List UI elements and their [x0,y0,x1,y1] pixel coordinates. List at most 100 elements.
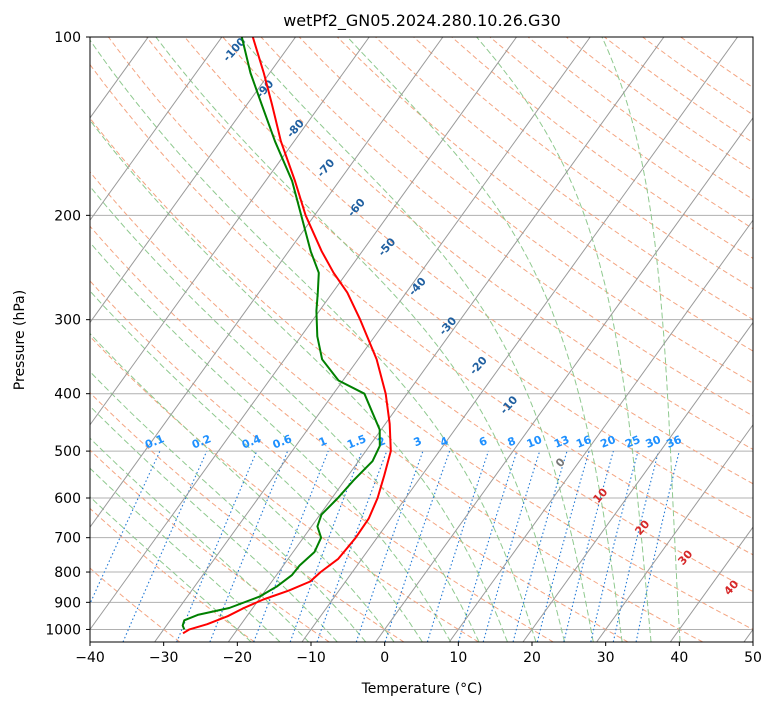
x-axis-ticks: −40 −30 −20 −10 0 10 20 30 40 50 [75,642,762,666]
x-tick-label: 50 [744,650,762,666]
isotherm-gridlines [90,37,753,642]
reference-line-labels: 0.1 0.2 0.4 0.6 1 1.5 2 3 4 6 8 10 13 16 20 25 30 36-100-… [143,37,741,598]
mixing-ratio-label: 2 [375,434,387,449]
mixing-ratio-line [384,450,451,642]
dry-adiabat-label: -80 [284,117,307,141]
y-tick-label: 800 [54,565,81,581]
dry-adiabat [527,37,753,201]
mixing-ratio-line [612,450,660,642]
moist-adiabats [90,37,681,642]
x-tick-label: 30 [597,650,615,666]
isotherm [90,37,223,222]
moist-adiabat [90,437,310,642]
moist-adiabat-label: 0 [553,455,568,470]
isotherm [90,37,517,631]
isotherm [375,117,753,642]
moist-adiabat [240,37,594,642]
isotherm [301,37,738,642]
mixing-ratio-label: 36 [664,433,683,451]
dry-adiabat [413,37,753,290]
y-tick-label: 300 [54,313,81,329]
dry-adiabat [260,37,753,417]
dry-adiabat [565,37,753,172]
mixing-ratio-label: 25 [623,433,642,451]
mixing-ratio-label: 0.1 [143,432,166,451]
y-axis-ticks: 100 200 300 400 500 600 700 800 900 1000 [45,30,90,638]
isotherm [596,423,753,642]
dry-adiabat [90,280,554,642]
dry-adiabat [222,37,753,451]
dry-adiabat [90,63,753,593]
dry-adiabat [184,37,753,485]
profile-series [181,37,392,635]
mixing-ratio-label: 13 [552,433,571,451]
moist-adiabat [347,37,623,642]
moist-adiabat [90,405,338,642]
moist-adiabat [90,185,480,642]
dry-adiabat-label: -20 [467,354,490,378]
mixing-ratio-line [122,450,208,642]
mixing-ratio-label: 4 [438,434,450,449]
plot-area: 0.1 0.2 0.4 0.6 1 1.5 2 3 4 6 8 10 13 16 20 25 30 36-100-… [90,37,753,642]
chart-title: wetPf2_GN05.2024.280.10.26.G30 [283,11,561,31]
dry-adiabat [298,37,753,384]
dry-adiabat [90,171,703,642]
isotherm [448,219,753,642]
mixing-ratio-label: 8 [506,434,518,449]
dry-adiabat [90,335,479,642]
dry-adiabat-label: -70 [314,156,337,180]
mixing-ratio-line [253,450,329,642]
x-tick-label: −30 [149,650,179,666]
moist-adiabat-label: 10 [590,485,610,505]
moist-adiabat-label: 40 [721,577,741,597]
mixing-ratio-line [512,450,568,642]
y-tick-label: 200 [54,208,81,224]
dry-adiabat [90,391,405,642]
mixing-ratio-label: 1 [317,434,329,449]
mixing-ratio-line [590,450,639,642]
y-tick-label: 600 [54,491,81,507]
temperature-profile [182,37,392,635]
dry-adiabat [336,37,753,352]
dry-adiabat [451,37,753,259]
x-axis-label: Temperature (°C) [361,681,483,697]
moist-adiabat [90,496,252,642]
mixing-ratio-label: 3 [412,434,424,449]
x-tick-label: 20 [523,650,541,666]
x-tick-label: 0 [380,650,389,666]
isotherm [90,37,370,426]
y-axis-label: Pressure (hPa) [12,290,28,390]
dry-adiabat [680,37,753,89]
mixing-ratio-label: 30 [644,433,663,451]
moist-adiabat [90,332,395,642]
isotherm [227,37,665,642]
mixing-ratio-line [482,450,541,642]
x-tick-label: −40 [75,650,105,666]
moist-adiabat [90,241,452,642]
mixing-ratio-line [635,450,680,642]
dry-adiabat-label: -30 [436,314,459,338]
mixing-ratio-label: 10 [525,433,544,451]
mixing-ratio-line [457,450,518,642]
dry-adiabat-label: -40 [406,275,429,299]
mixing-ratio-line [316,450,388,642]
mixing-ratio-label: 0.4 [240,432,263,451]
y-tick-label: 1000 [45,622,81,638]
moist-adiabat-label: 30 [675,547,695,567]
mixing-ratio-label: 6 [477,434,489,449]
mixing-ratio-label: 16 [574,433,593,451]
y-tick-label: 100 [54,30,81,46]
moist-adiabat [90,39,537,642]
dry-adiabat [90,507,255,642]
mixing-ratio-label: 1.5 [345,432,368,451]
dry-adiabats [90,37,753,642]
isotherm [90,37,296,324]
x-tick-label: 40 [670,650,688,666]
dry-adiabat-label: -50 [375,235,398,259]
isotherm [154,37,591,642]
mixing-ratio-label: 0.6 [271,432,294,451]
moist-adiabat [155,37,565,642]
x-tick-label: 10 [449,650,467,666]
mixing-ratio-line [176,450,258,642]
